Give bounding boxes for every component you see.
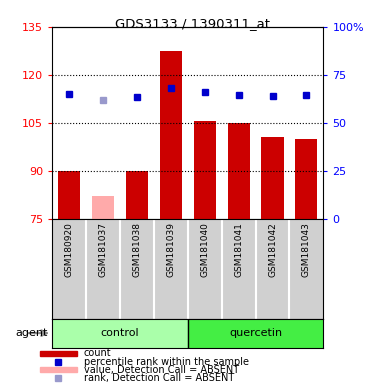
Bar [222,219,256,319]
Bar [228,123,249,219]
Bar [154,219,187,319]
Bar [58,171,80,219]
Bar [256,219,290,319]
Text: GSM181038: GSM181038 [132,222,141,277]
Text: percentile rank within the sample: percentile rank within the sample [84,356,249,367]
Bar [40,367,77,372]
Bar [194,121,216,219]
Bar [52,319,188,348]
Text: GSM181042: GSM181042 [268,222,277,276]
Bar [120,219,154,319]
Text: value, Detection Call = ABSENT: value, Detection Call = ABSENT [84,365,239,375]
Bar [40,351,77,356]
Text: control: control [100,328,139,338]
Bar [92,197,114,219]
Text: rank, Detection Call = ABSENT: rank, Detection Call = ABSENT [84,373,234,383]
Text: GSM181040: GSM181040 [200,222,209,277]
Text: agent: agent [16,328,48,338]
Bar [52,219,86,319]
Text: GSM181041: GSM181041 [234,222,243,277]
Text: count: count [84,348,112,358]
Bar [86,219,120,319]
Text: quercetin: quercetin [229,328,282,338]
Bar [188,319,323,348]
Bar [160,51,182,219]
Text: GSM181037: GSM181037 [98,222,107,277]
Bar [295,139,318,219]
Text: GSM180920: GSM180920 [64,222,74,277]
Bar [290,219,323,319]
Bar [126,171,148,219]
Text: GSM181043: GSM181043 [302,222,311,277]
Bar [261,137,283,219]
Text: GDS3133 / 1390311_at: GDS3133 / 1390311_at [115,17,270,30]
Bar [188,219,222,319]
Text: GSM181039: GSM181039 [166,222,175,277]
